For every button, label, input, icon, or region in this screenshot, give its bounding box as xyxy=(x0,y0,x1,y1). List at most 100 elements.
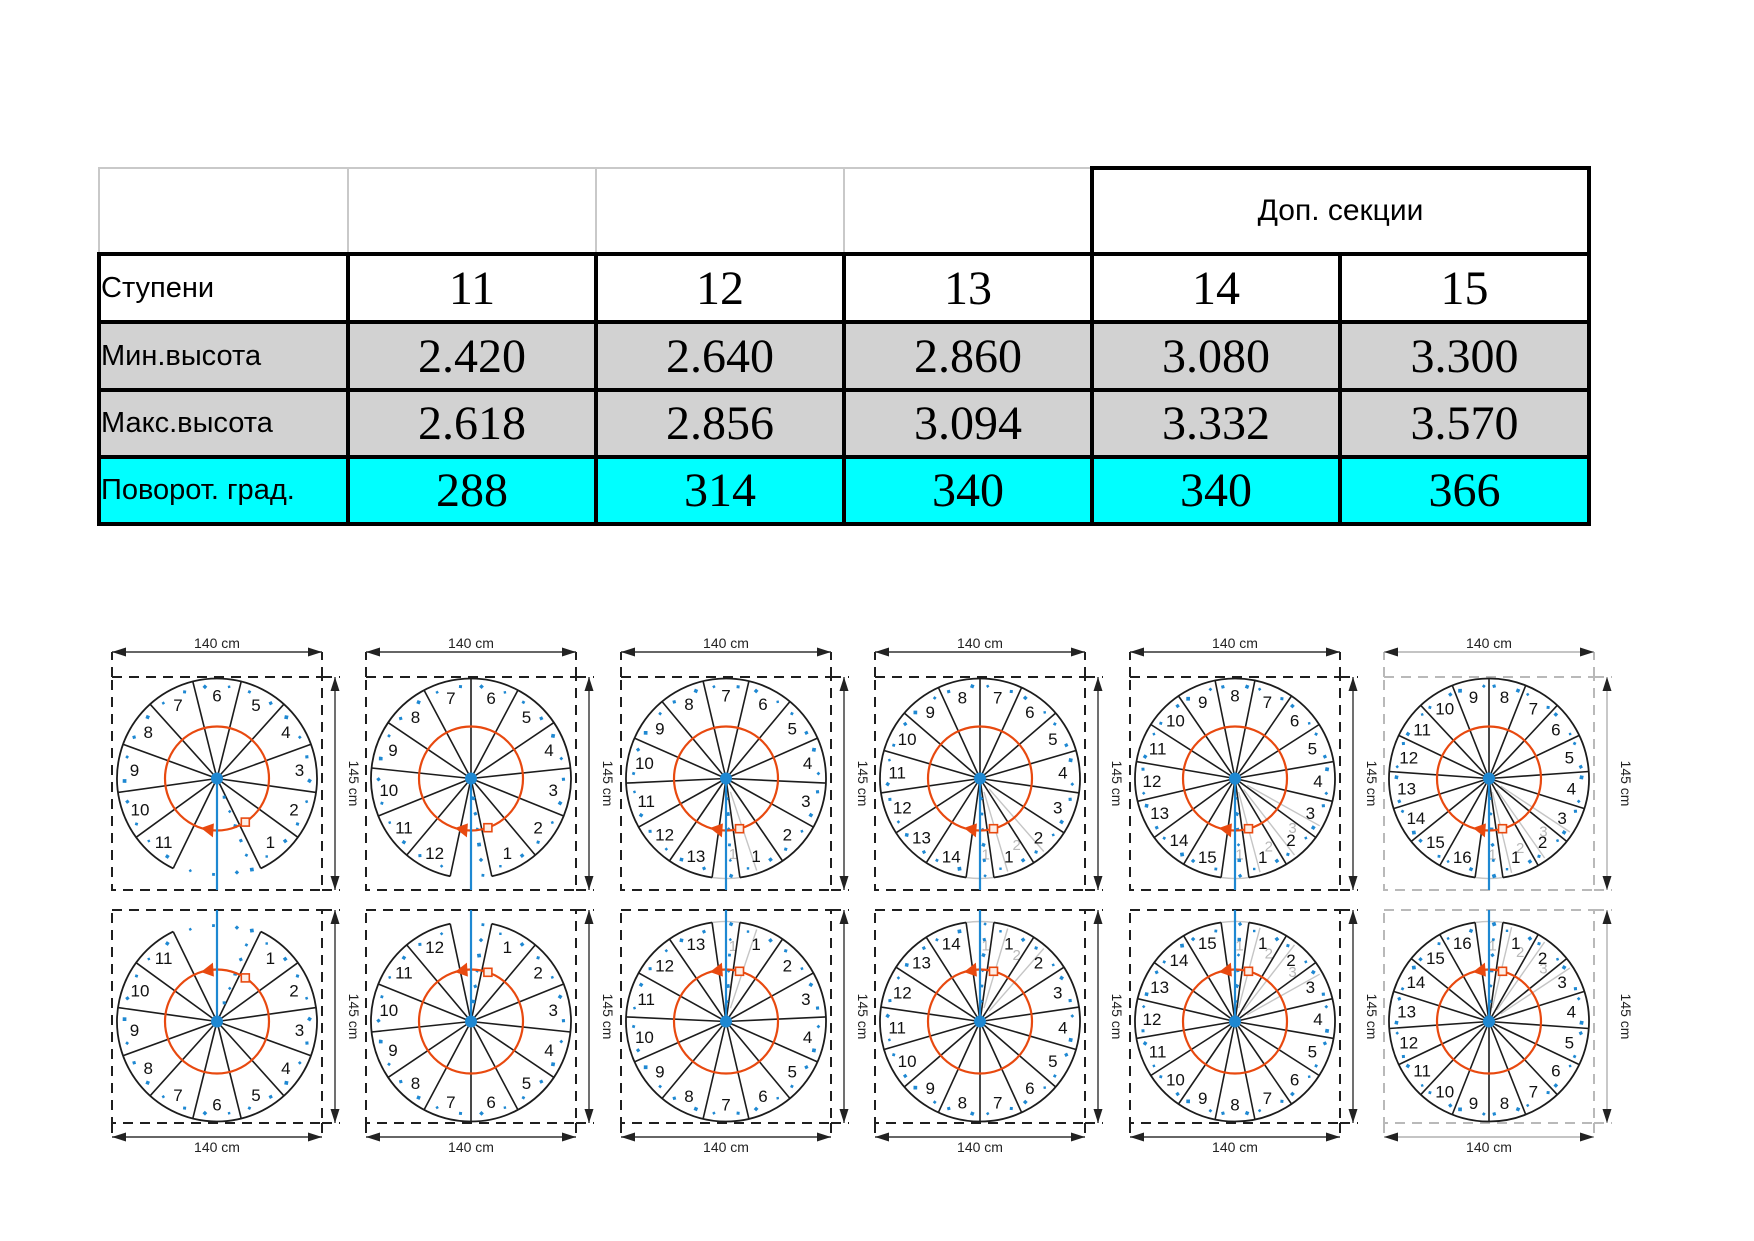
center-pole xyxy=(720,910,732,1028)
rotation-start-marker xyxy=(240,973,251,983)
step-number: 7 xyxy=(446,1093,455,1112)
step-number: 12 xyxy=(1399,1034,1418,1053)
step-number: 4 xyxy=(1058,764,1067,783)
rotation-start-marker xyxy=(734,823,745,834)
pole-hub xyxy=(1229,772,1241,785)
step-number: 1 xyxy=(751,935,760,954)
arrow-up-icon xyxy=(1602,677,1612,691)
step-number: 13 xyxy=(1150,804,1169,823)
step-number: 2 xyxy=(783,825,792,844)
step-number: 12 xyxy=(425,844,444,863)
max-height-value: 3.570 xyxy=(1338,388,1591,459)
ghost-step-number: 1 xyxy=(1235,938,1243,955)
step-number: 1 xyxy=(266,833,275,852)
rotation-arrowhead-icon xyxy=(1218,962,1232,977)
max-height-value: 2.856 xyxy=(594,388,846,459)
row-label-rotation: Поворот. град. xyxy=(97,455,350,526)
step-number: 7 xyxy=(1263,693,1272,712)
step-number: 7 xyxy=(1529,1083,1538,1102)
step-number: 9 xyxy=(388,1041,397,1060)
step-number: 4 xyxy=(281,1059,290,1078)
step-number: 9 xyxy=(1469,1094,1478,1113)
step-number: 10 xyxy=(635,754,654,773)
width-dimension: 140 cm xyxy=(112,635,322,657)
arrow-down-icon xyxy=(584,1109,594,1123)
step-number: 13 xyxy=(686,847,705,866)
steps xyxy=(116,677,318,870)
step-number: 16 xyxy=(1453,848,1472,867)
step-number: 9 xyxy=(388,741,397,760)
rotation-value: 314 xyxy=(594,455,846,526)
min-height-value: 2.640 xyxy=(594,320,846,392)
height-dimension-label: 145 cm xyxy=(1364,761,1380,807)
step-number: 4 xyxy=(544,1041,553,1060)
row-label-steps: Ступени xyxy=(97,252,350,324)
width-dimension-label: 140 cm xyxy=(194,635,240,651)
steps xyxy=(625,921,827,1123)
arrow-up-icon xyxy=(584,910,594,924)
step-number: 5 xyxy=(522,708,531,727)
walkline-dots xyxy=(122,684,312,876)
rotation-arrowhead-icon xyxy=(709,962,723,977)
footprint-outline xyxy=(1383,909,1612,1137)
height-dimension: 145 cm xyxy=(1348,910,1380,1123)
step-number: 6 xyxy=(1290,712,1299,731)
step-number: 6 xyxy=(486,689,495,708)
rotation-start-marker xyxy=(734,966,745,977)
arrow-down-icon xyxy=(1093,876,1103,890)
width-dimension-label: 140 cm xyxy=(703,1139,749,1155)
min-height-value: 3.080 xyxy=(1090,320,1342,392)
step-number: 5 xyxy=(1308,740,1317,759)
step-number: 8 xyxy=(684,1087,693,1106)
step-number: 4 xyxy=(1058,1018,1067,1037)
height-dimension: 145 cm xyxy=(1093,910,1125,1123)
steps xyxy=(879,921,1081,1123)
arrow-left-icon xyxy=(1130,1132,1144,1142)
step-number: 5 xyxy=(1565,748,1574,767)
step-number: 4 xyxy=(281,723,290,742)
arrow-right-icon xyxy=(1580,647,1594,657)
ghost-step-number: 1 xyxy=(982,846,990,863)
step-number: 9 xyxy=(925,1079,934,1098)
step-number: 10 xyxy=(131,801,150,820)
step-number: 9 xyxy=(1198,693,1207,712)
step-number: 8 xyxy=(143,723,152,742)
width-dimension-label: 140 cm xyxy=(448,1139,494,1155)
ghost-step-number: 2 xyxy=(1516,840,1524,857)
width-dimension-label: 140 cm xyxy=(448,635,494,651)
step-number: 4 xyxy=(544,741,553,760)
step-number: 10 xyxy=(379,781,398,800)
ghost-step-number: 1 xyxy=(1488,846,1496,863)
min-height-value: 3.300 xyxy=(1338,320,1591,392)
step-number: 6 xyxy=(212,687,221,706)
width-dimension: 140 cm xyxy=(366,1132,576,1155)
step-number: 6 xyxy=(1290,1070,1299,1089)
step-number: 10 xyxy=(131,981,150,1000)
steps xyxy=(625,677,827,879)
footprint-outline xyxy=(111,909,340,1137)
step-number: 6 xyxy=(1551,720,1560,739)
step-number: 15 xyxy=(1198,934,1217,953)
arrow-right-icon xyxy=(562,1132,576,1142)
step-number: 2 xyxy=(289,981,298,1000)
step-number: 12 xyxy=(425,938,444,957)
width-dimension: 140 cm xyxy=(621,1132,831,1155)
rotation-start-marker xyxy=(1497,966,1508,977)
width-dimension-label: 140 cm xyxy=(1466,635,1512,651)
width-dimension: 140 cm xyxy=(621,635,831,657)
step-number: 4 xyxy=(1313,772,1322,791)
step-number: 1 xyxy=(266,949,275,968)
arrow-left-icon xyxy=(1384,647,1398,657)
step-number: 12 xyxy=(893,799,912,818)
steps-value: 11 xyxy=(346,252,598,324)
step-number: 8 xyxy=(1500,1094,1509,1113)
arrow-left-icon xyxy=(875,1132,889,1142)
step-number: 3 xyxy=(548,1001,557,1020)
header-spacer-cell xyxy=(347,167,597,255)
arrow-right-icon xyxy=(1071,647,1085,657)
